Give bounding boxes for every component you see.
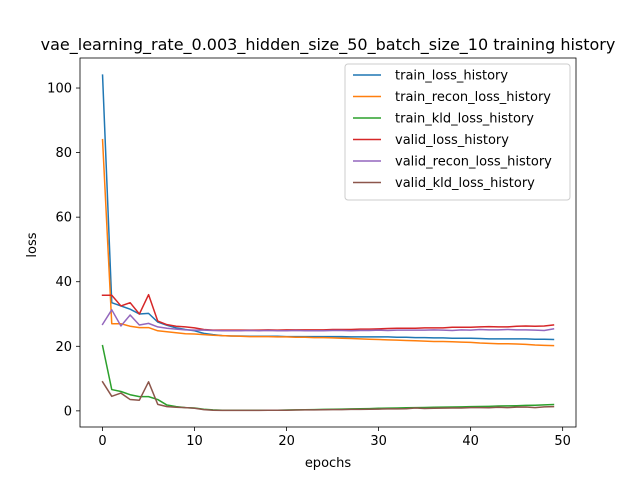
- legend-box: [344, 63, 571, 201]
- legend-label: train_kld_loss_history: [395, 112, 534, 127]
- plot-area: 0 10 20 30 40 50 0 20 40 60 80 100: [47, 57, 577, 449]
- chart-title: vae_learning_rate_0.003_hidden_size_50_b…: [41, 35, 616, 55]
- series-line-train-recon-loss-history: [101, 138, 555, 347]
- legend-label: valid_kld_loss_history: [395, 176, 535, 191]
- legend-label: train_loss_history: [395, 69, 508, 84]
- x-tick-label: 20: [278, 434, 295, 449]
- legend: train_loss_history train_recon_loss_histo…: [344, 63, 571, 201]
- x-tick-label: 0: [98, 434, 106, 449]
- legend-label: valid_recon_loss_history: [395, 155, 552, 170]
- legend-label: train_recon_loss_history: [395, 90, 551, 105]
- y-tick-label: 100: [47, 82, 72, 97]
- y-tick-label: 0: [64, 404, 72, 419]
- series-line-valid-recon-loss-history: [101, 309, 555, 332]
- x-tick-label: 50: [554, 434, 571, 449]
- x-axis-label: epochs: [305, 456, 352, 471]
- axes-frame: [79, 57, 577, 428]
- x-tick-label: 40: [462, 434, 479, 449]
- y-tick-label: 60: [55, 211, 72, 226]
- y-tick-label: 20: [55, 340, 72, 355]
- x-tick-label: 10: [186, 434, 203, 449]
- y-axis-label: loss: [25, 232, 40, 257]
- series-line-valid-kld-loss-history: [101, 380, 555, 412]
- x-tick-label: 30: [370, 434, 387, 449]
- series-line-valid-loss-history: [101, 293, 555, 331]
- legend-label: valid_loss_history: [395, 133, 509, 148]
- series-line-train-loss-history: [101, 74, 555, 341]
- y-tick-label: 80: [55, 146, 72, 161]
- y-tick-label: 40: [55, 275, 72, 290]
